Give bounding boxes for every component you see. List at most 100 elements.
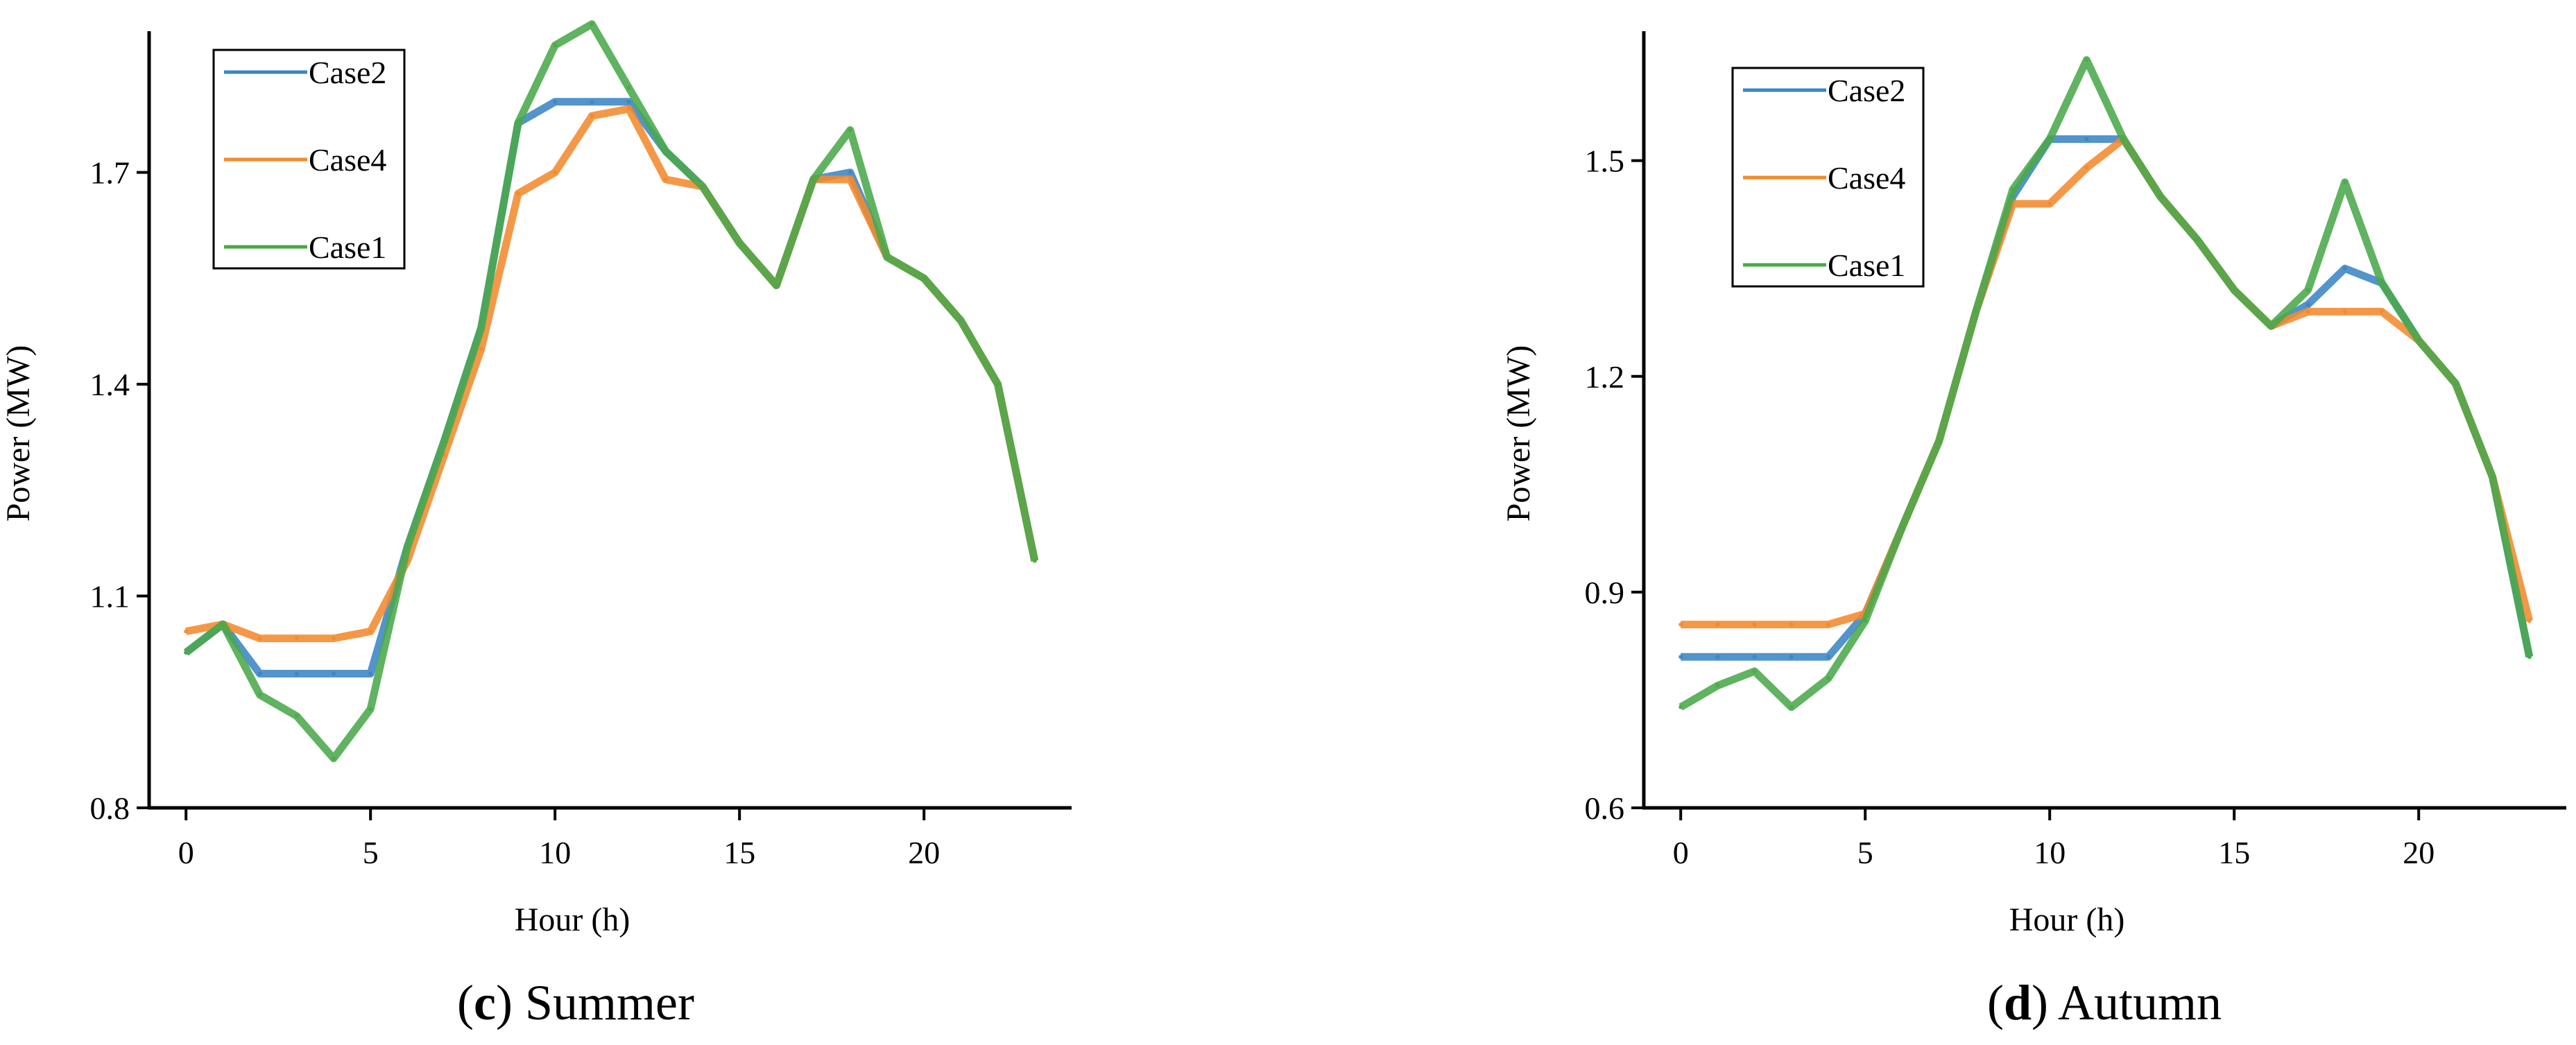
caption-text: Autumn <box>2058 975 2222 1030</box>
x-tick-label: 20 <box>908 835 940 870</box>
caption-text: Summer <box>525 975 694 1030</box>
data-point-case2 <box>1752 655 1757 659</box>
data-point-case4 <box>332 636 336 641</box>
data-point-case1 <box>626 85 631 90</box>
data-point-case1 <box>811 177 816 182</box>
data-point-case2 <box>1678 655 1683 659</box>
legend-label-case2: Case2 <box>309 55 386 90</box>
data-point-case1 <box>774 283 779 288</box>
data-point-case1 <box>442 438 447 443</box>
x-tick-label: 5 <box>363 835 379 870</box>
y-tick-label: 1.5 <box>1585 144 1625 179</box>
data-point-case4 <box>553 170 558 175</box>
y-axis-title: Power (MW) <box>0 345 37 522</box>
data-point-case4 <box>2305 309 2310 314</box>
data-point-case1 <box>2490 475 2495 479</box>
data-point-case4 <box>848 177 852 182</box>
data-point-case1 <box>553 43 558 48</box>
data-point-case4 <box>590 114 594 119</box>
y-tick-label: 0.9 <box>1585 575 1625 610</box>
chart-caption: (c) Summer <box>457 975 694 1030</box>
data-point-case1 <box>1032 558 1037 563</box>
data-point-case1 <box>885 254 889 259</box>
data-point-case4 <box>184 629 189 634</box>
series-line-case1 <box>183 20 1039 763</box>
data-point-case1 <box>221 622 225 627</box>
x-tick-label: 0 <box>1673 835 1689 870</box>
data-point-case1 <box>1789 705 1794 709</box>
chart-summer: 0 5 10 15 20 0.8 1.1 1.4 1.7 Hour (h) Power (MW) Ca… <box>0 20 1072 1030</box>
data-point-case1 <box>1752 669 1757 673</box>
chart-autumn: 0 5 10 15 20 0.6 0.9 1.2 1.5 Hour (h) Power (MW) Ca… <box>1500 31 2566 1030</box>
data-point-case4 <box>2047 201 2052 206</box>
data-point-case1 <box>995 382 1000 387</box>
data-point-case1 <box>2416 338 2421 343</box>
data-point-case1 <box>1715 683 1720 688</box>
legend-label-case4: Case4 <box>309 142 386 178</box>
data-point-case1 <box>1678 705 1683 709</box>
data-point-case1 <box>959 318 963 323</box>
data-point-case1 <box>2232 288 2237 293</box>
x-axis-title: Hour (h) <box>2009 901 2125 938</box>
x-tick-label: 10 <box>2034 835 2066 870</box>
y-tick-label: 1.1 <box>90 579 130 614</box>
caption-letter: c <box>474 975 496 1030</box>
data-point-case4 <box>1789 622 1794 627</box>
caption-open-paren: ( <box>457 975 474 1030</box>
data-point-case1 <box>257 693 262 698</box>
data-point-case2 <box>2342 266 2347 271</box>
data-point-case1 <box>1900 525 1905 530</box>
data-point-case1 <box>848 128 852 132</box>
caption-close-paren: ) <box>496 975 525 1030</box>
data-point-case1 <box>2084 58 2089 62</box>
data-point-case4 <box>1678 622 1683 627</box>
data-point-case2 <box>1789 655 1794 659</box>
y-tick-label: 1.7 <box>90 155 130 191</box>
x-tick-label: 10 <box>539 835 571 870</box>
data-point-case2 <box>626 99 631 104</box>
data-point-case1 <box>184 650 189 655</box>
caption-close-paren: ) <box>2032 975 2058 1030</box>
data-point-case1 <box>737 241 742 245</box>
data-point-case2 <box>1715 655 1720 659</box>
data-point-case4 <box>294 636 299 641</box>
data-point-case1 <box>294 714 299 718</box>
chart-caption: (d) Autumn <box>1987 975 2222 1030</box>
y-tick-label: 1.4 <box>90 367 130 402</box>
x-tick-label: 5 <box>1857 835 1873 870</box>
data-point-case1 <box>2342 180 2347 184</box>
x-tick-label: 15 <box>2218 835 2250 870</box>
data-point-case1 <box>2158 194 2163 199</box>
data-point-case2 <box>257 671 262 676</box>
data-point-case2 <box>368 671 373 676</box>
data-point-case4 <box>1715 622 1720 627</box>
legend-label-case4: Case4 <box>1828 160 1905 196</box>
data-point-case4 <box>1826 622 1830 627</box>
x-tick-label: 20 <box>2403 835 2435 870</box>
x-tick-label: 15 <box>723 835 755 870</box>
data-point-case1 <box>2305 288 2310 293</box>
y-tick-label: 0.6 <box>1585 791 1625 826</box>
data-point-case1 <box>2453 381 2458 386</box>
data-point-case1 <box>479 325 483 330</box>
data-point-case4 <box>626 107 631 111</box>
y-tick-label: 0.8 <box>90 791 130 826</box>
data-point-case4 <box>663 177 668 182</box>
x-axis-title: Hour (h) <box>515 901 630 938</box>
series-line-case1 <box>1678 56 2534 711</box>
data-point-case1 <box>405 544 410 549</box>
data-point-case1 <box>1937 439 1941 444</box>
data-point-case1 <box>2195 237 2199 242</box>
data-point-case4 <box>257 636 262 641</box>
data-point-case2 <box>553 99 558 104</box>
data-point-case1 <box>2047 137 2052 141</box>
data-point-case4 <box>2084 166 2089 170</box>
data-point-case1 <box>701 184 705 189</box>
caption-open-paren: ( <box>1987 975 2004 1030</box>
legend-label-case1: Case1 <box>309 230 386 265</box>
data-point-case1 <box>368 707 373 711</box>
data-point-case1 <box>2380 281 2384 285</box>
y-axis-title: Power (MW) <box>1500 345 1537 522</box>
data-point-case4 <box>516 191 520 196</box>
